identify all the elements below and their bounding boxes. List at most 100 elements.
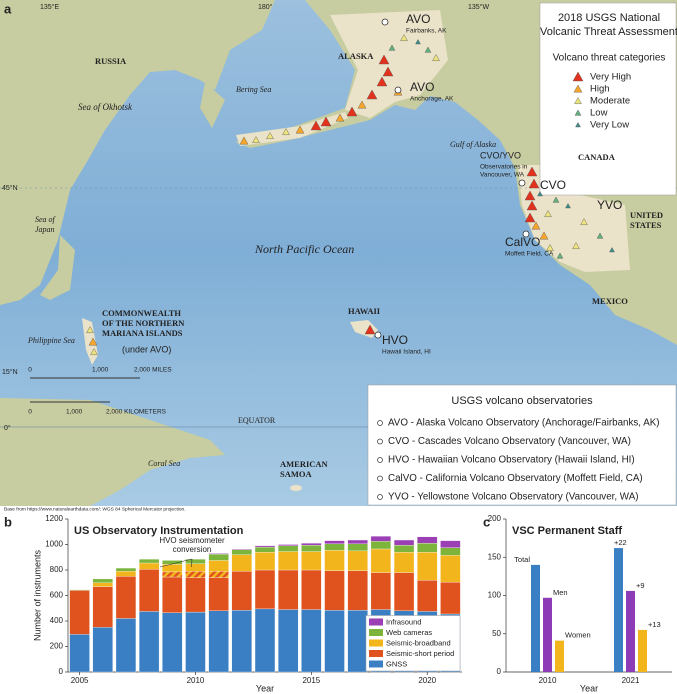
volcano: [565, 203, 571, 209]
bar-segment: [347, 610, 368, 673]
bar-segment: [69, 634, 90, 673]
legend-entry: Very Low: [590, 120, 629, 131]
volcano: [295, 125, 305, 134]
bar-segment: [417, 552, 438, 581]
bar-segment: [208, 610, 229, 673]
volcano: [86, 326, 94, 333]
bar-segment: [185, 563, 206, 572]
volcano: [572, 242, 580, 249]
bar: [626, 590, 635, 672]
water-label: North Pacific Ocean: [254, 242, 354, 256]
bar: [543, 597, 552, 672]
bar-segment: [301, 551, 322, 571]
bar-segment: [185, 559, 206, 564]
bar-segment: [393, 544, 415, 553]
bar-segment: [208, 577, 229, 611]
bar-segment: [231, 571, 252, 611]
bar-segment: [301, 609, 322, 673]
map: [0, 0, 677, 506]
y-tick-label: 0: [497, 667, 502, 676]
bar-segment: [370, 541, 391, 550]
asia: [0, 0, 275, 305]
volcano: [366, 89, 378, 100]
water-label: Coral Sea: [148, 459, 180, 468]
volcano: [528, 178, 540, 189]
bar-segment: [324, 543, 345, 551]
series-label: Men: [553, 588, 568, 597]
legend-swatch: [369, 618, 383, 626]
y-tick-label: 800: [50, 565, 64, 574]
bar-segment: [324, 610, 345, 673]
volcano: [539, 231, 549, 240]
series-label: Women: [565, 631, 591, 640]
graticule-label: 15°N: [2, 368, 18, 376]
volcano: [376, 76, 388, 87]
legend-swatch: [369, 639, 383, 647]
volcano: [524, 190, 536, 201]
bar-segment: [370, 572, 391, 610]
graticule-label: 135°E: [40, 3, 59, 11]
observatory-box-title: USGS volcano observatories: [451, 395, 593, 407]
japan: [40, 235, 75, 300]
bar-segment: [254, 545, 276, 548]
x-axis-label: Year: [580, 683, 598, 693]
bar-segment: [162, 612, 183, 673]
volcano: [537, 191, 543, 197]
volcano: [88, 337, 98, 346]
bullet: [377, 438, 383, 445]
volcano: [357, 100, 367, 109]
scale-label: 1,000: [92, 367, 109, 374]
bar-segment: [231, 548, 252, 550]
credit: Base from https://www.naturalearthdata.c…: [4, 506, 186, 512]
bar-segment: [440, 581, 461, 615]
observatory-code: HVO: [382, 333, 408, 347]
legend-entry: Low: [590, 108, 608, 119]
chart-title: VSC Permanent Staff: [512, 525, 622, 537]
volcano: [320, 116, 332, 127]
water-label: Sea of Okhotsk: [78, 102, 133, 112]
volcano: [526, 200, 538, 211]
x-tick-label: 2005: [71, 676, 89, 685]
volcano: [400, 34, 408, 41]
observatory-entry: CalVO - California Volcano Observatory (…: [388, 473, 643, 484]
water-label: Gulf of Alaska: [450, 140, 496, 149]
observatory-code: CalVO: [505, 235, 540, 249]
volcano: [574, 97, 582, 104]
volcano: [552, 196, 560, 203]
x-axis-label: Year: [256, 683, 274, 693]
bar-segment: [231, 549, 252, 555]
bar: [614, 548, 623, 672]
observatory-place: Fairbanks, AK: [406, 28, 447, 35]
y-axis-label: Number of instruments: [32, 549, 42, 641]
bar-segment: [139, 559, 160, 564]
bar-segment: [440, 555, 461, 583]
volcano: [526, 166, 538, 177]
bar-segment: [69, 590, 90, 635]
bar-segment: [278, 569, 299, 610]
x-tick-label: 2010: [539, 676, 557, 685]
bar: [638, 629, 647, 672]
bar-segment: [139, 569, 160, 612]
legend-swatch: [369, 660, 383, 668]
y-tick-label: 50: [492, 629, 501, 638]
bar-segment: [370, 536, 391, 542]
bar-segment: [324, 570, 345, 611]
bar-segment: [370, 548, 391, 573]
water-label: Japan: [35, 225, 55, 234]
volcano: [432, 54, 440, 61]
annotation-leader: [159, 558, 193, 568]
y-tick-label: 200: [50, 642, 64, 651]
legend-entry: GNSS: [386, 659, 407, 668]
bar-segment: [254, 569, 276, 610]
bar-segment: [278, 609, 299, 673]
volcano: [252, 136, 260, 143]
volcano: [531, 221, 541, 230]
place-label: SAMOA: [280, 469, 313, 479]
water-label: Philippine Sea: [27, 336, 75, 345]
observatory-place: Moffett Field, CA: [505, 251, 554, 258]
bullet: [377, 457, 383, 463]
volcano: [90, 348, 98, 355]
volcano: [382, 66, 394, 77]
bar: [531, 564, 540, 672]
bar-segment: [115, 576, 137, 619]
